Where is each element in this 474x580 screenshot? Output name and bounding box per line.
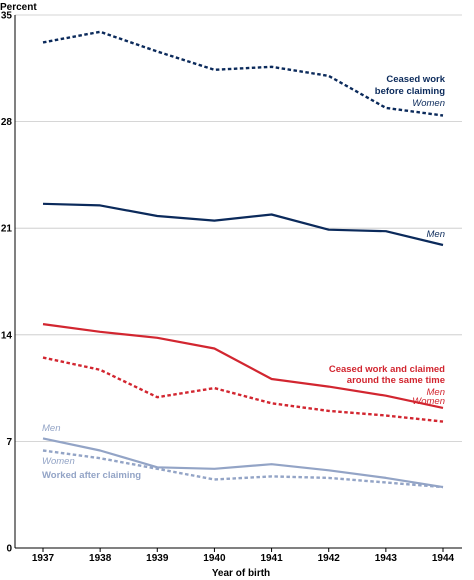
x-tick-label: 1944 (432, 553, 455, 564)
ceased-before-title-line1: Ceased work (386, 74, 445, 85)
y-tick-label: 35 (1, 11, 13, 22)
y-tick-labels: 0 7 14 21 28 35 (1, 11, 13, 555)
gridlines (15, 14, 462, 442)
series-line-same_time-men (42, 323, 444, 409)
x-tick-label: 1940 (203, 553, 226, 564)
y-tick-label: 7 (6, 437, 12, 448)
ceased-before-women-label: Women (412, 98, 445, 109)
series-line-after-women (42, 449, 444, 489)
x-tick-label: 1941 (260, 553, 283, 564)
series-line-same_time-women (42, 356, 444, 423)
ceased-before-title-line2: before claiming (375, 86, 445, 97)
y-tick-label: 14 (1, 330, 13, 341)
same-time-title-line2: around the same time (347, 375, 445, 386)
series-line-ceased_before-men (42, 202, 444, 247)
x-tick-labels: 1937 1938 1939 1940 1941 1942 1943 1944 (32, 548, 455, 564)
y-tick-label: 21 (1, 224, 13, 235)
x-tick-label: 1938 (89, 553, 112, 564)
y-axis-title: Percent (0, 2, 37, 13)
x-tick-label: 1939 (146, 553, 169, 564)
after-men-label: Men (42, 423, 60, 434)
series-lines (42, 30, 444, 489)
ceased-before-men-label: Men (427, 229, 445, 240)
x-tick-label: 1943 (375, 553, 398, 564)
x-tick-label: 1937 (32, 553, 55, 564)
after-title: Worked after claiming (42, 470, 141, 481)
same-time-women-label: Women (412, 396, 445, 407)
y-tick-label: 28 (1, 117, 13, 128)
same-time-men-label: Men (427, 387, 445, 398)
after-women-label: Women (42, 456, 75, 467)
x-tick-label: 1942 (318, 553, 341, 564)
series-line-ceased_before-women (42, 30, 444, 117)
x-axis-title: Year of birth (212, 568, 270, 579)
series-line-after-men (42, 437, 444, 489)
y-tick-label: 0 (6, 544, 12, 555)
same-time-title-line1: Ceased work and claimed (329, 364, 445, 375)
